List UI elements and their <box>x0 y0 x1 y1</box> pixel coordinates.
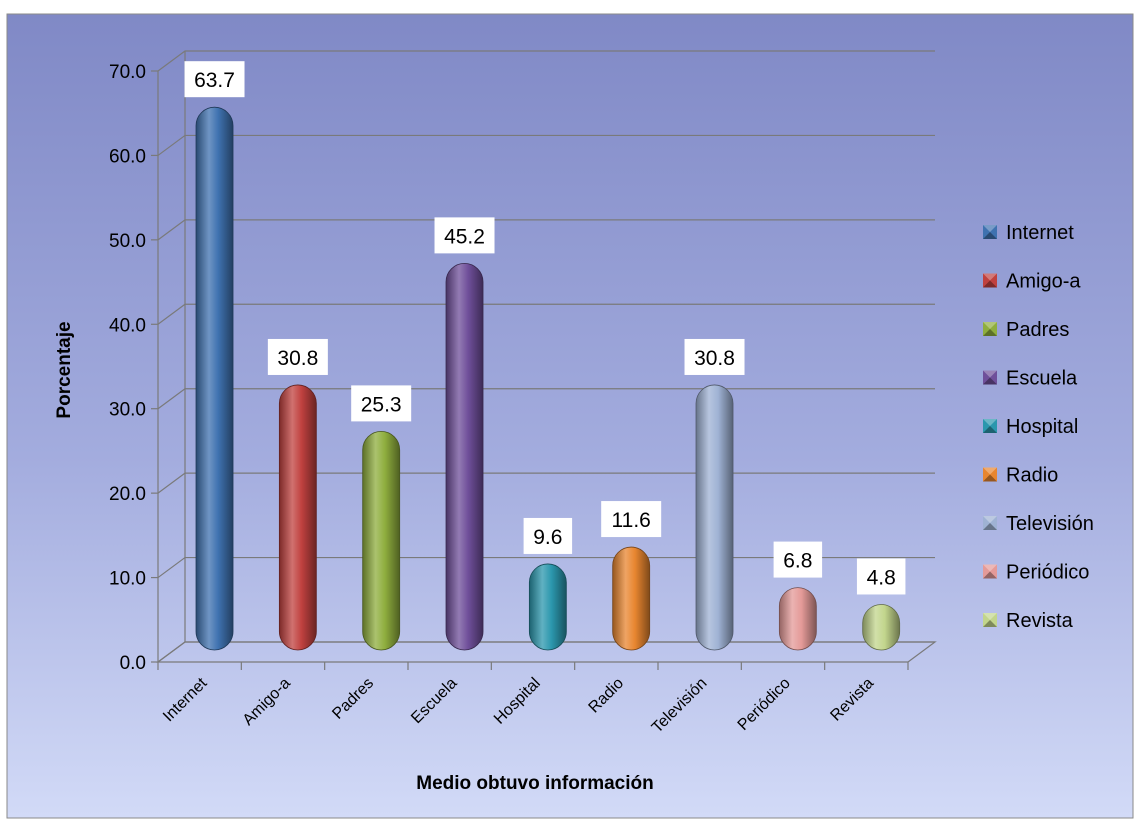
y-tick-label: 40.0 <box>109 315 146 336</box>
legend-swatch-facet <box>983 474 997 482</box>
legend-label: Internet <box>1006 222 1074 244</box>
legend-label: Padres <box>1006 319 1069 341</box>
legend-label: Televisión <box>1006 513 1094 535</box>
data-label: 11.6 <box>612 509 651 532</box>
legend-swatch-facet <box>983 467 997 475</box>
bar-televisión <box>695 384 734 651</box>
data-label: 6.8 <box>783 550 812 573</box>
y-axis-title: Porcentaje <box>54 321 75 418</box>
bars <box>195 106 901 651</box>
axes <box>151 51 937 670</box>
data-label: 63.7 <box>194 69 235 92</box>
y-tick-label: 70.0 <box>109 62 146 83</box>
data-label-box <box>773 541 823 578</box>
bar-escuela <box>445 262 484 651</box>
data-label: 30.8 <box>277 347 318 370</box>
data-labels: 63.7 30.8 25.3 45.2 9.6 11.6 30.8 6.8 4.8 <box>184 61 906 595</box>
legend-label: Hospital <box>1006 416 1078 438</box>
y-tick-label: 50.0 <box>109 231 146 252</box>
bar-revista <box>862 604 901 651</box>
legend-label: Revista <box>1006 610 1074 632</box>
data-label-box <box>856 558 906 595</box>
data-label-box <box>601 501 662 538</box>
legend-swatch-facet <box>983 377 997 385</box>
y-tick-label: 60.0 <box>109 146 146 167</box>
y-tick-label: 0.0 <box>120 653 146 674</box>
legend-swatch-facet <box>983 613 997 620</box>
legend-swatch-facet <box>983 516 997 523</box>
legend-swatch-facet <box>983 419 997 426</box>
legend-swatch-facet <box>983 571 997 579</box>
y-tick-label: 10.0 <box>109 569 146 590</box>
legend-label: Radio <box>1006 465 1058 487</box>
bar-hospital <box>528 563 567 651</box>
legend-label: Amigo-a <box>1006 271 1081 293</box>
bar-amigo-a <box>278 384 317 651</box>
y-tick-label: 30.0 <box>109 400 146 421</box>
bar-radio <box>612 546 651 651</box>
bar-periódico <box>778 587 817 651</box>
legend-swatch-facet <box>983 280 997 288</box>
data-label: 30.8 <box>694 347 735 370</box>
data-label: 4.8 <box>867 566 896 589</box>
data-label: 9.6 <box>533 526 562 549</box>
legend-swatch-facet <box>983 273 997 281</box>
legend-swatch-facet <box>983 370 997 378</box>
data-label: 45.2 <box>444 225 485 248</box>
legend-swatch-facet <box>983 523 997 530</box>
legend-swatch-facet <box>983 322 997 329</box>
legend-swatch-facet <box>983 426 997 433</box>
data-label-box <box>523 517 573 554</box>
legend-swatch-facet <box>983 225 997 232</box>
data-label-box <box>351 385 412 422</box>
data-label-box <box>684 338 745 375</box>
legend-label: Periódico <box>1006 562 1089 584</box>
legend-swatch-facet <box>983 232 997 239</box>
y-tick-label: 20.0 <box>109 484 146 505</box>
legend-label: Escuela <box>1006 368 1078 390</box>
data-label-box <box>434 217 495 254</box>
legend-swatch-facet <box>983 329 997 336</box>
bar-internet <box>195 106 234 651</box>
data-label-box <box>267 338 328 375</box>
bar-padres <box>362 430 401 651</box>
legend-swatch-facet <box>983 564 997 572</box>
chart-background <box>6 13 1134 819</box>
data-label: 25.3 <box>361 393 402 416</box>
data-label-box <box>184 61 245 98</box>
legend-swatch-facet <box>983 620 997 627</box>
x-axis-title: Medio obtuvo información <box>416 773 654 794</box>
legend: Internet Amigo-a Padres Escuela Hospital Radi… <box>983 222 1094 632</box>
